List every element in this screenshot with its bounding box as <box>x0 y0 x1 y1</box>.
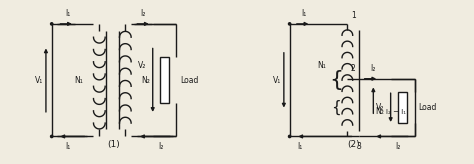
Text: N₂: N₂ <box>141 76 150 85</box>
Text: (2): (2) <box>347 140 359 149</box>
Text: V₂: V₂ <box>376 103 385 112</box>
Text: V₁: V₁ <box>35 76 43 85</box>
Text: N₂: N₂ <box>375 107 383 116</box>
Text: Load: Load <box>418 103 437 112</box>
Text: I₁: I₁ <box>301 9 307 18</box>
Bar <box>398 92 407 123</box>
Text: Load: Load <box>180 76 199 85</box>
Text: I₁: I₁ <box>65 9 70 18</box>
Text: I₂: I₂ <box>140 9 146 18</box>
Text: I₁: I₁ <box>297 142 302 151</box>
Text: I₂ − I₁: I₂ − I₁ <box>386 109 406 115</box>
Text: $\{$: $\{$ <box>329 68 343 92</box>
Text: 2: 2 <box>351 64 356 73</box>
Text: V₂: V₂ <box>138 61 147 70</box>
Circle shape <box>289 135 291 138</box>
Circle shape <box>51 23 53 25</box>
Text: 3: 3 <box>356 142 361 151</box>
Circle shape <box>289 23 291 25</box>
Text: I₂: I₂ <box>371 64 376 73</box>
Text: $\{$: $\{$ <box>331 98 341 117</box>
Text: 1: 1 <box>351 11 356 20</box>
Text: N₁: N₁ <box>317 61 326 70</box>
Text: I₂: I₂ <box>395 142 401 151</box>
Text: V₁: V₁ <box>273 76 281 85</box>
Text: I₁: I₁ <box>65 142 70 151</box>
Circle shape <box>51 135 53 138</box>
Text: N₁: N₁ <box>75 76 83 85</box>
Text: (1): (1) <box>108 140 120 149</box>
Text: I₂: I₂ <box>159 142 164 151</box>
Bar <box>160 57 169 103</box>
